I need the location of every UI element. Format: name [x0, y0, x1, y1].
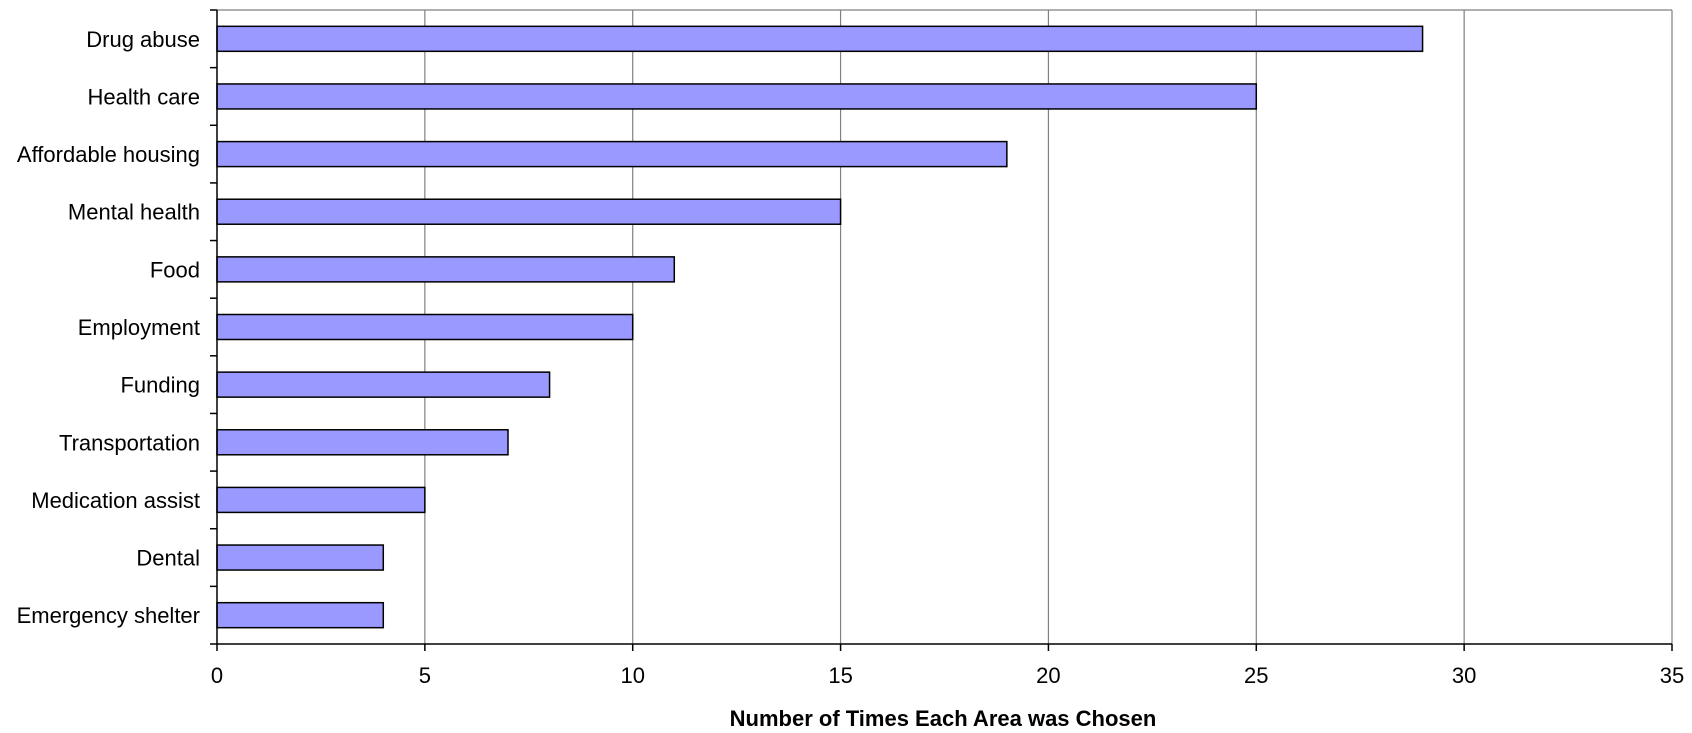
category-label: Funding: [120, 373, 200, 398]
x-tick-label: 10: [620, 663, 644, 688]
category-label: Emergency shelter: [17, 603, 200, 628]
bar-health-care: [216, 83, 1258, 110]
category-label: Affordable housing: [17, 142, 200, 167]
category-label: Health care: [87, 84, 200, 109]
category-label: Drug abuse: [86, 27, 200, 52]
bar-drug-abuse: [216, 25, 1424, 53]
bar-food: [216, 256, 676, 283]
bar-affordable-housing: [216, 140, 1008, 168]
bar-mental-health: [216, 198, 842, 225]
category-label: Employment: [78, 315, 200, 340]
bar-transportation: [216, 429, 509, 456]
gridlines: [217, 9, 1673, 644]
x-tick-label: 5: [419, 663, 431, 688]
bar-employment: [216, 313, 634, 341]
x-axis-title: Number of Times Each Area was Chosen: [730, 706, 1157, 731]
bar-funding: [216, 371, 551, 398]
category-label: Mental health: [68, 200, 200, 225]
bars: [216, 25, 1424, 629]
bar-medication-assist: [216, 486, 426, 514]
x-tick-label: 15: [828, 663, 852, 688]
x-tick-label: 25: [1244, 663, 1268, 688]
x-tick-label: 35: [1660, 663, 1684, 688]
bar-emergency-shelter: [216, 601, 385, 629]
bar-dental: [216, 544, 385, 571]
category-label: Dental: [136, 546, 200, 571]
category-label: Transportation: [59, 430, 200, 455]
category-label: Food: [150, 257, 200, 282]
category-label: Medication assist: [31, 488, 200, 513]
x-tick-label: 30: [1452, 663, 1476, 688]
x-tick-label: 0: [211, 663, 223, 688]
axes: [210, 9, 1673, 651]
x-tick-labels: 0 5 10 15 20 25 30 35: [211, 663, 1684, 688]
category-labels: Drug abuse Health care Affordable housing M…: [17, 27, 200, 628]
x-tick-label: 20: [1036, 663, 1060, 688]
